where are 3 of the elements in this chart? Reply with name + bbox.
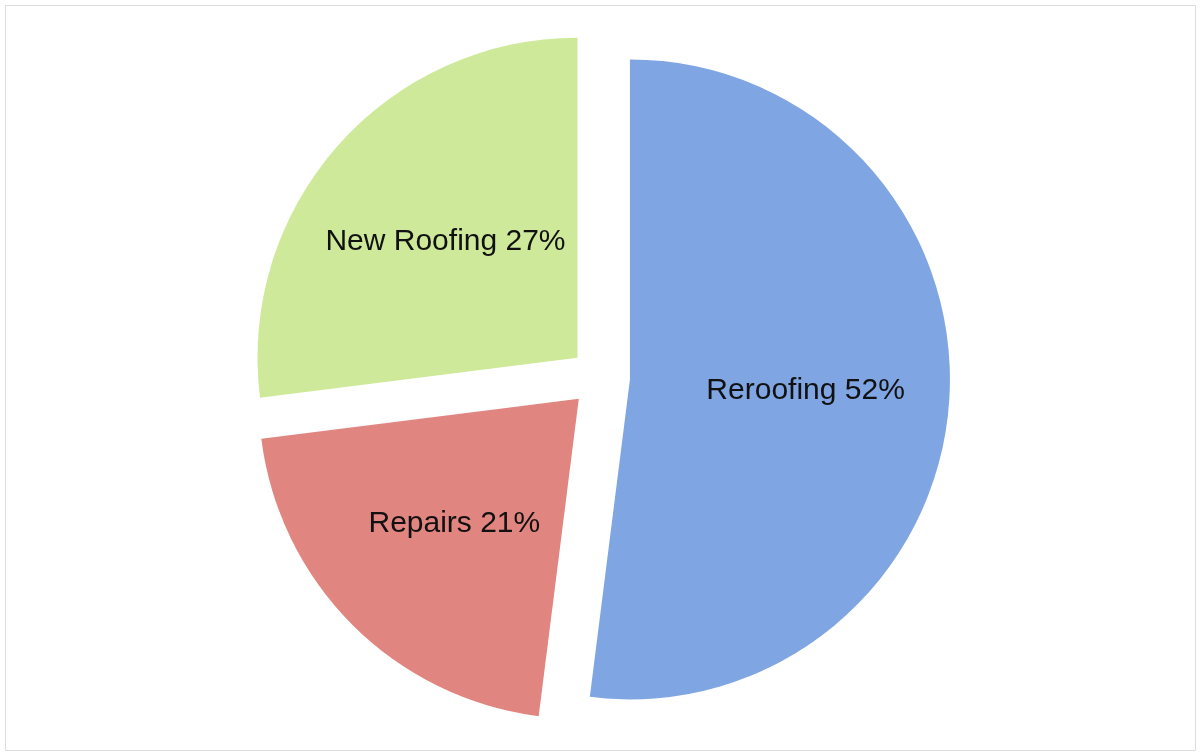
- slice-label: New Roofing 27%: [325, 223, 566, 257]
- slice-label: Reroofing 52%: [706, 372, 905, 406]
- slice-label: Repairs 21%: [368, 505, 541, 539]
